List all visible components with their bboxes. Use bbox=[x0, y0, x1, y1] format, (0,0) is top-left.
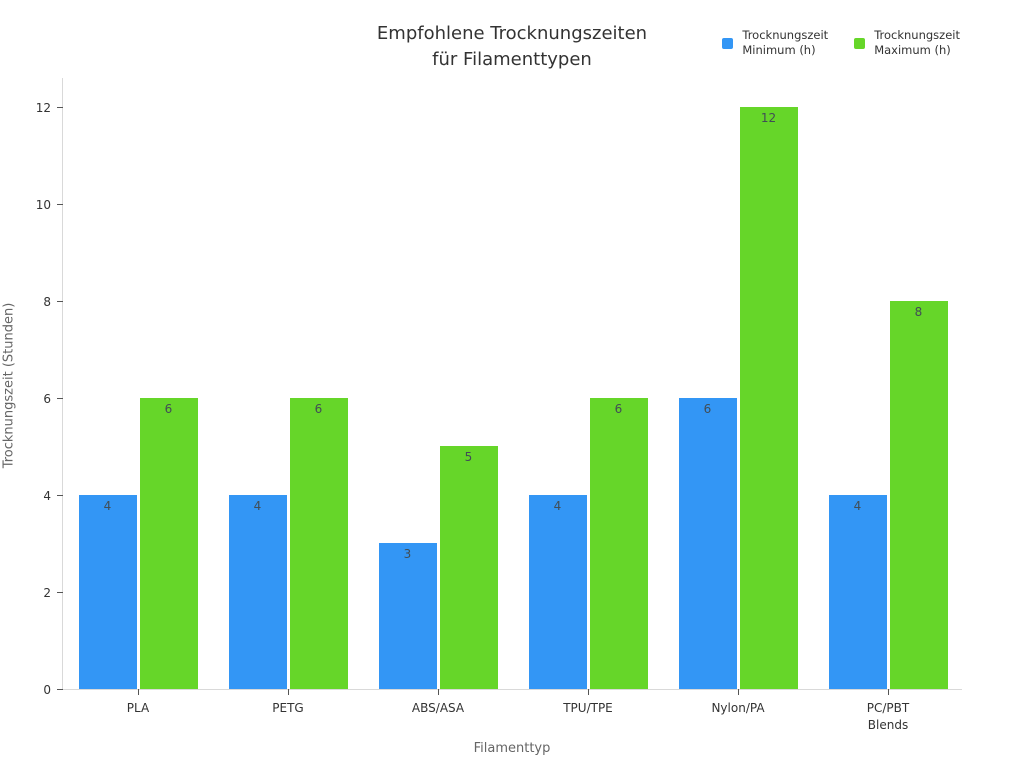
legend-swatch-maximum-icon bbox=[854, 37, 866, 49]
bar-value-label: 6 bbox=[614, 402, 623, 416]
x-tick bbox=[737, 689, 739, 695]
y-tick bbox=[57, 301, 63, 302]
bar-value-label: 6 bbox=[703, 402, 712, 416]
x-tick bbox=[137, 689, 139, 695]
y-tick bbox=[57, 398, 63, 399]
bar-maximum-pc-pbt: 8 bbox=[889, 301, 948, 689]
x-tick-label: PLA bbox=[126, 701, 150, 715]
y-tick-label: 12 bbox=[35, 101, 51, 115]
legend-label-minimum-line2: Minimum (h) bbox=[742, 43, 816, 57]
y-tick-label: 10 bbox=[35, 198, 51, 212]
y-tick bbox=[57, 204, 63, 205]
x-tick bbox=[587, 689, 589, 695]
bar-value-label: 6 bbox=[314, 402, 323, 416]
legend: Trocknungszeit Minimum (h) Trocknungszei… bbox=[722, 28, 960, 58]
legend-label-maximum-line2: Maximum (h) bbox=[874, 43, 951, 57]
y-tick bbox=[57, 107, 63, 108]
bar-value-label: 4 bbox=[253, 499, 262, 513]
x-tick-label: PETG bbox=[272, 701, 304, 715]
bar-minimum-tpu-tpe: 4 bbox=[528, 495, 587, 689]
legend-item-maximum: Trocknungszeit Maximum (h) bbox=[854, 28, 960, 58]
bar-value-label: 4 bbox=[553, 499, 562, 513]
y-tick bbox=[57, 689, 63, 690]
legend-label-minimum: Trocknungszeit Minimum (h) bbox=[742, 28, 828, 58]
bar-minimum-pla: 4 bbox=[78, 495, 137, 689]
bar-maximum-abs-asa: 5 bbox=[439, 446, 498, 689]
legend-item-minimum: Trocknungszeit Minimum (h) bbox=[722, 28, 828, 58]
y-tick-label: 8 bbox=[43, 295, 51, 309]
x-tick-label: TPU/TPE bbox=[563, 701, 613, 715]
y-axis-title: Trocknungszeit (Stunden) bbox=[1, 302, 17, 469]
legend-swatch-minimum-icon bbox=[722, 37, 734, 49]
x-tick-label: PC/PBT Blends bbox=[866, 701, 910, 732]
legend-label-maximum-line1: Trocknungszeit bbox=[874, 28, 960, 42]
bar-maximum-petg: 6 bbox=[289, 398, 348, 689]
bar-value-label: 4 bbox=[103, 499, 112, 513]
bar-value-label: 12 bbox=[760, 111, 777, 125]
legend-label-minimum-line1: Trocknungszeit bbox=[742, 28, 829, 42]
bar-maximum-tpu-tpe: 6 bbox=[589, 398, 648, 689]
chart-title-line2: für Filamenttypen bbox=[432, 49, 592, 70]
x-axis-title: Filamenttyp bbox=[473, 741, 551, 756]
plot-area: 0 2 4 6 8 10 12 4 6 PLA 4 6 PETG 3 5 ABS/ASA 4 6 TPU/TPE 6 1… bbox=[36, 78, 962, 732]
legend-label-maximum: Trocknungszeit Maximum (h) bbox=[874, 28, 960, 58]
chart-title: Empfohlene Trocknungszeiten für Filament… bbox=[0, 21, 1024, 73]
y-tick-label: 0 bbox=[43, 683, 51, 697]
bar-maximum-nylon-pa: 12 bbox=[739, 107, 798, 689]
bar-value-label: 6 bbox=[164, 402, 173, 416]
x-tick bbox=[887, 689, 889, 695]
bar-minimum-petg: 4 bbox=[228, 495, 287, 689]
bar-value-label: 4 bbox=[853, 499, 862, 513]
x-tick bbox=[437, 689, 439, 695]
bar-minimum-abs-asa: 3 bbox=[378, 543, 437, 689]
x-tick-label: Nylon/PA bbox=[711, 701, 765, 715]
chart-title-line1: Empfohlene Trocknungszeiten bbox=[376, 23, 648, 44]
x-tick bbox=[287, 689, 289, 695]
bar-minimum-pc-pbt: 4 bbox=[828, 495, 887, 689]
y-tick-label: 6 bbox=[43, 392, 51, 406]
bar-maximum-pla: 6 bbox=[139, 398, 198, 689]
y-tick bbox=[57, 495, 63, 496]
bar-value-label: 5 bbox=[464, 450, 473, 464]
y-tick-label: 4 bbox=[43, 489, 51, 503]
y-tick-label: 2 bbox=[43, 586, 51, 600]
bar-minimum-nylon-pa: 6 bbox=[678, 398, 737, 689]
bar-value-label: 3 bbox=[403, 547, 412, 561]
x-tick-label: ABS/ASA bbox=[411, 701, 465, 715]
bar-value-label: 8 bbox=[914, 305, 923, 319]
y-tick bbox=[57, 592, 63, 593]
